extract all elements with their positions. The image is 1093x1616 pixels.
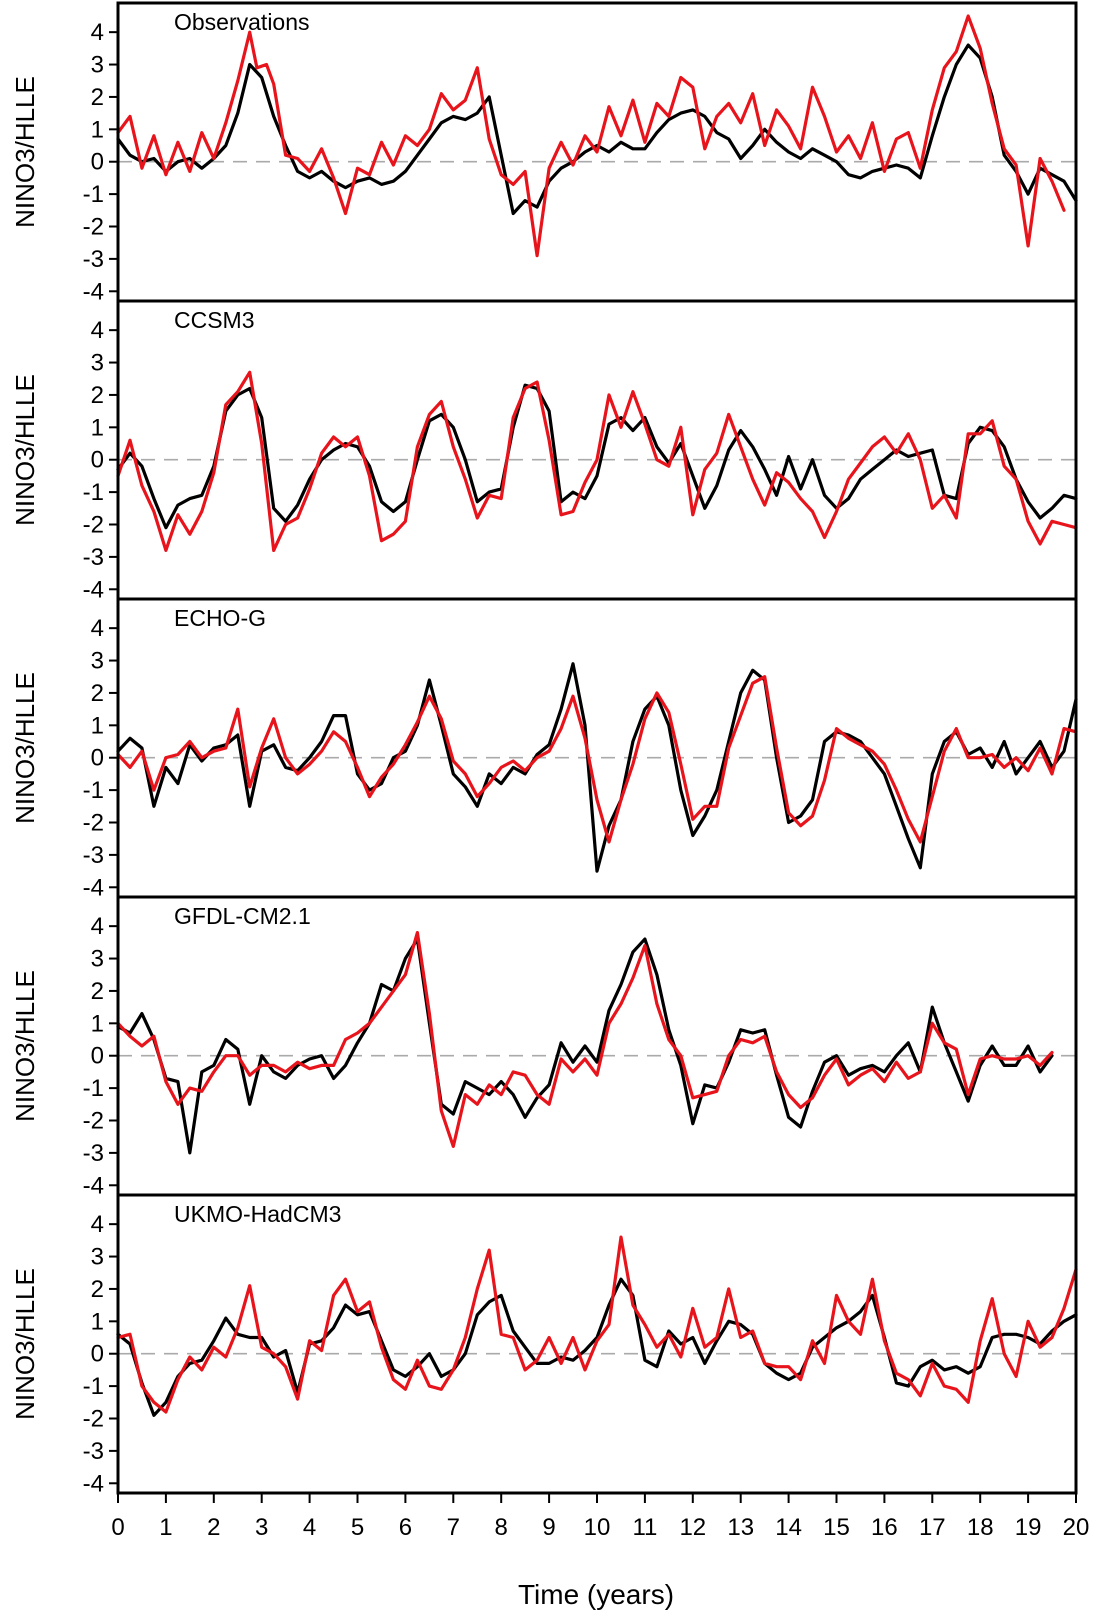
y-axis-title: NINO3/HLLE [10, 374, 40, 526]
y-tick-label: -4 [83, 278, 104, 305]
series-line-red [116, 1235, 1078, 1414]
y-tick-label: 0 [91, 149, 104, 176]
y-tick-label: 3 [91, 350, 104, 377]
y-tick-label: -4 [83, 874, 104, 901]
x-tick-label: 11 [632, 1514, 657, 1541]
x-tick-label: 9 [542, 1514, 555, 1541]
y-axis-title: NINO3/HLLE [10, 970, 40, 1122]
x-tick-label: 12 [679, 1514, 706, 1541]
y-tick-label: -3 [83, 246, 104, 273]
y-tick-label: -3 [83, 1438, 104, 1465]
y-tick-label: -2 [83, 810, 104, 837]
x-axis: 0 1 2 3 4 5 6 7 8 9 10 11 12 13 14 15 16 17 18 19 20 [111, 1493, 1089, 1541]
y-tick-label: 4 [91, 317, 104, 344]
series-line-black [116, 1277, 1078, 1417]
y-tick-label: 2 [91, 978, 104, 1005]
panel-title: UKMO-HadCM3 [174, 1201, 341, 1227]
y-tick-label: 2 [91, 382, 104, 409]
series-line-red [116, 675, 1078, 844]
panel-1: -4 -3 -2 -1 0 1 2 3 4 NINO3/HLLE Observations [10, 1, 1078, 305]
x-tick-label: 0 [111, 1514, 124, 1541]
series-line-red [116, 14, 1066, 258]
y-tick-label: 0 [91, 447, 104, 474]
x-tick-label: 19 [1015, 1514, 1042, 1541]
y-tick-label: -1 [83, 1075, 104, 1102]
y-tick-label: -3 [83, 1140, 104, 1167]
panel-4: -4 -3 -2 -1 0 1 2 3 4 NINO3/HLLE GFDL-CM2.1 [10, 895, 1078, 1199]
y-tick-label: 1 [91, 1308, 104, 1335]
x-tick-label: 20 [1063, 1514, 1090, 1541]
y-tick-label: -2 [83, 1108, 104, 1135]
y-tick-label: -1 [83, 479, 104, 506]
y-tick-label: 1 [91, 116, 104, 143]
y-tick-label: 3 [91, 1244, 104, 1271]
series-line-red [116, 370, 1078, 553]
y-tick-label: 3 [91, 52, 104, 79]
panel-title: Observations [174, 9, 310, 35]
y-axis-title: NINO3/HLLE [10, 672, 40, 824]
y-tick-label: -1 [83, 181, 104, 208]
panels-layer: -4-3-2-101234NINO3/HLLEObservations-4-3-… [10, 1, 1078, 1497]
y-tick-label: -4 [83, 576, 104, 603]
y-tick-label: -2 [83, 512, 104, 539]
y-tick-label: 1 [91, 712, 104, 739]
y-tick-label: 3 [91, 648, 104, 675]
y-tick-label: -2 [83, 1406, 104, 1433]
series-line-black [116, 43, 1078, 216]
series-line-black [116, 662, 1078, 873]
y-axis-title: NINO3/HLLE [10, 76, 40, 228]
y-tick-label: -3 [83, 842, 104, 869]
y-tick-label: 0 [91, 1341, 104, 1368]
panel-title: ECHO-G [174, 605, 266, 631]
y-tick-label: 1 [91, 1010, 104, 1037]
panel-5: -4 -3 -2 -1 0 1 2 3 4 NINO3/HLLE UKMO-HadCM3 [10, 1193, 1078, 1497]
x-tick-label: 15 [823, 1514, 850, 1541]
y-tick-label: -4 [83, 1470, 104, 1497]
x-tick-label: 13 [727, 1514, 754, 1541]
x-tick-label: 2 [207, 1514, 220, 1541]
y-tick-label: 4 [91, 19, 104, 46]
y-tick-label: 2 [91, 1276, 104, 1303]
x-tick-label: 16 [871, 1514, 898, 1541]
y-tick-label: -2 [83, 214, 104, 241]
x-tick-label: 17 [919, 1514, 946, 1541]
y-tick-label: 2 [91, 84, 104, 111]
y-tick-label: -3 [83, 544, 104, 571]
y-tick-label: -1 [83, 777, 104, 804]
panel-title: CCSM3 [174, 307, 255, 333]
x-tick-label: 7 [447, 1514, 460, 1541]
series-line-black [116, 937, 1054, 1155]
y-tick-label: 4 [91, 615, 104, 642]
y-tick-label: -4 [83, 1172, 104, 1199]
panel-3: -4 -3 -2 -1 0 1 2 3 4 NINO3/HLLE ECHO-G [10, 597, 1078, 901]
y-tick-label: 4 [91, 913, 104, 940]
y-axis-title: NINO3/HLLE [10, 1268, 40, 1420]
x-tick-label: 3 [255, 1514, 268, 1541]
y-tick-label: 3 [91, 946, 104, 973]
x-tick-label: 18 [967, 1514, 994, 1541]
y-tick-label: 2 [91, 680, 104, 707]
panel-frame [116, 895, 1078, 1197]
x-tick-label: 14 [775, 1514, 802, 1541]
x-axis-title: Time (years) [518, 1579, 674, 1610]
y-tick-label: 1 [91, 414, 104, 441]
x-tick-label: 5 [351, 1514, 364, 1541]
panel-2: -4 -3 -2 -1 0 1 2 3 4 NINO3/HLLE CCSM3 [10, 299, 1078, 603]
y-tick-label: 0 [91, 1043, 104, 1070]
x-tick-label: 1 [159, 1514, 172, 1541]
series-line-red [116, 930, 1054, 1149]
y-tick-label: 0 [91, 745, 104, 772]
x-tick-label: 4 [303, 1514, 316, 1541]
x-tick-label: 10 [584, 1514, 611, 1541]
x-tick-label: 8 [495, 1514, 508, 1541]
y-tick-label: 4 [91, 1211, 104, 1238]
x-tick-label: 6 [399, 1514, 412, 1541]
panel-title: GFDL-CM2.1 [174, 903, 311, 929]
y-tick-label: -1 [83, 1373, 104, 1400]
